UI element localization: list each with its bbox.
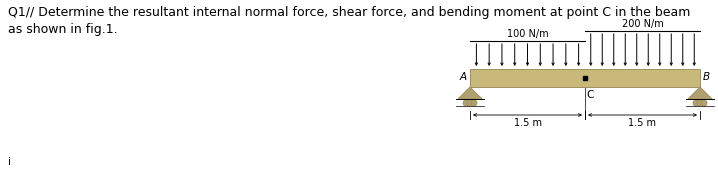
Text: 1.5 m: 1.5 m [513, 118, 541, 128]
Text: 1.5 m: 1.5 m [628, 118, 656, 128]
Circle shape [467, 100, 473, 106]
Circle shape [471, 100, 477, 106]
Polygon shape [458, 87, 482, 99]
Circle shape [697, 100, 703, 106]
Circle shape [693, 100, 699, 106]
Text: i: i [8, 157, 11, 167]
Polygon shape [688, 87, 712, 99]
Bar [470, 69, 700, 87]
Text: C: C [586, 90, 593, 100]
Text: B: B [703, 72, 710, 82]
Text: Q1// Determine the resultant internal normal force, shear force, and bending mom: Q1// Determine the resultant internal no… [8, 6, 691, 19]
Text: as shown in fig.1.: as shown in fig.1. [8, 23, 118, 36]
Text: 100 N/m: 100 N/m [507, 29, 549, 39]
Text: 200 N/m: 200 N/m [622, 19, 663, 29]
Text: A: A [460, 72, 467, 82]
Circle shape [701, 100, 707, 106]
Circle shape [463, 100, 469, 106]
